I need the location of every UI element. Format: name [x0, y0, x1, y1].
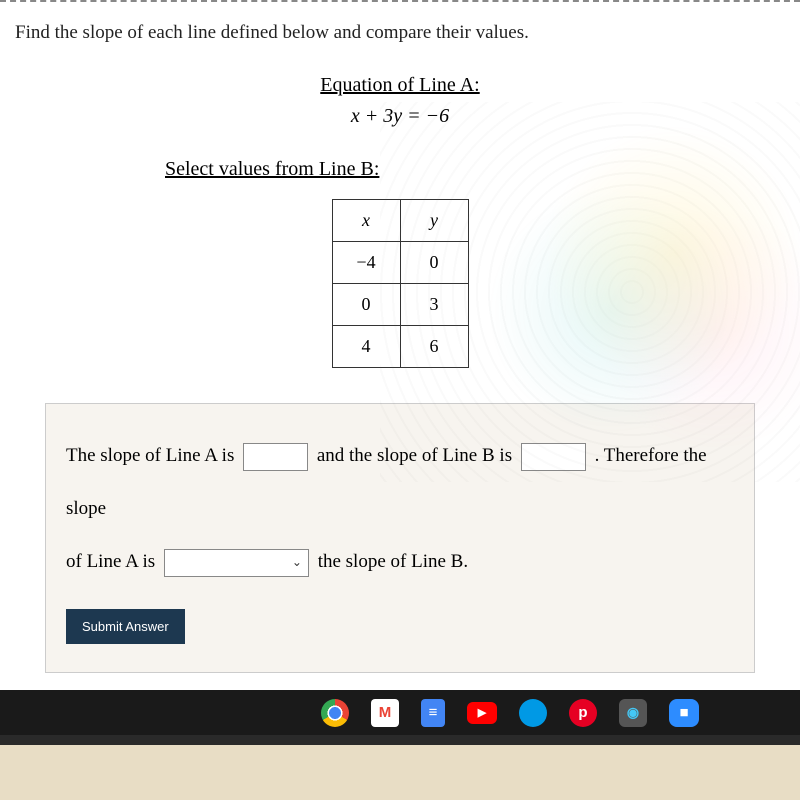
- slope-a-input[interactable]: [243, 443, 308, 471]
- cell: 3: [400, 284, 468, 326]
- line-b-heading: Select values from Line B:: [165, 158, 379, 181]
- col-header-x: x: [332, 200, 400, 242]
- cell: −4: [332, 242, 400, 284]
- content-area: Find the slope of each line defined belo…: [0, 2, 800, 673]
- answer-text-2: and the slope of Line B is: [317, 445, 512, 466]
- table-row: 4 6: [332, 326, 468, 368]
- cell: 6: [400, 326, 468, 368]
- line-b-table-section: x y −4 0 0 3 4 6: [15, 199, 785, 368]
- cell: 4: [332, 326, 400, 368]
- slope-b-input[interactable]: [521, 443, 586, 471]
- app-icon[interactable]: [519, 699, 547, 727]
- line-b-heading-wrap: Select values from Line B:: [15, 158, 785, 189]
- table-row: 0 3: [332, 284, 468, 326]
- chevron-down-icon: ⌄: [292, 546, 302, 580]
- laptop-bezel: [0, 735, 800, 800]
- comparison-select[interactable]: ⌄: [164, 549, 309, 577]
- line-b-table: x y −4 0 0 3 4 6: [332, 199, 469, 368]
- answer-text-1: The slope of Line A is: [66, 445, 234, 466]
- equation-rhs: −6: [426, 105, 450, 127]
- table-header-row: x y: [332, 200, 468, 242]
- cell: 0: [400, 242, 468, 284]
- camera-icon[interactable]: ◉: [619, 699, 647, 727]
- line-a-section: Equation of Line A: x + 3y = −6: [15, 74, 785, 128]
- equation-lhs: x + 3y: [351, 105, 402, 127]
- col-header-y: y: [400, 200, 468, 242]
- question-prompt: Find the slope of each line defined belo…: [15, 22, 785, 44]
- answer-text-4: of Line A is: [66, 551, 155, 572]
- pinterest-icon[interactable]: p: [569, 699, 597, 727]
- gmail-icon[interactable]: M: [371, 699, 399, 727]
- docs-icon[interactable]: ≡: [421, 699, 445, 727]
- line-a-heading: Equation of Line A:: [320, 74, 479, 97]
- taskbar: M ≡ ▶ p ◉ ■: [0, 690, 800, 735]
- equation-eq: =: [402, 105, 426, 127]
- zoom-icon[interactable]: ■: [669, 699, 699, 727]
- line-a-equation: x + 3y = −6: [15, 105, 785, 128]
- youtube-icon[interactable]: ▶: [467, 702, 497, 724]
- answer-text-5: the slope of Line B.: [318, 551, 468, 572]
- worksheet-screen: Find the slope of each line defined belo…: [0, 0, 800, 735]
- table-row: −4 0: [332, 242, 468, 284]
- answer-box: The slope of Line A is and the slope of …: [45, 403, 755, 673]
- submit-answer-button[interactable]: Submit Answer: [66, 609, 185, 644]
- chrome-icon[interactable]: [321, 699, 349, 727]
- cell: 0: [332, 284, 400, 326]
